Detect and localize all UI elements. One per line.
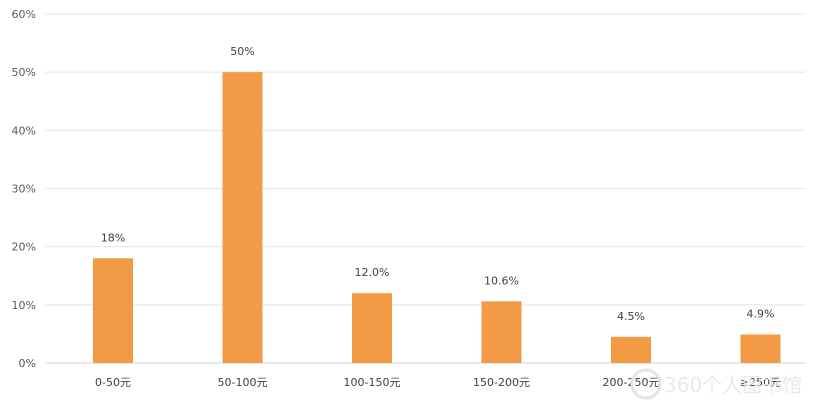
data-label: 4.9% (747, 307, 775, 320)
bar (352, 293, 392, 363)
data-label: 18% (101, 231, 125, 244)
watermark: 360个人图书馆 (630, 368, 802, 400)
y-axis-ticks: 0% 10% 20% 30% 40% 50% 60% (12, 8, 36, 370)
bar (740, 334, 781, 363)
bars (93, 72, 781, 364)
x-tick-label: 50-100元 (218, 376, 268, 389)
y-tick-label: 60% (12, 8, 36, 21)
y-tick-label: 0% (19, 357, 36, 370)
watermark-logo-icon (630, 368, 662, 400)
x-tick-label: 150-200元 (473, 376, 530, 389)
data-label: 12.0% (355, 266, 390, 279)
bar (222, 72, 263, 364)
y-tick-label: 10% (12, 299, 36, 312)
watermark-text: 360个人图书馆 (664, 373, 802, 397)
data-labels: 18% 50% 12.0% 10.6% 4.5% 4.9% (101, 45, 775, 323)
x-tick-label: 100-150元 (344, 376, 401, 389)
gridlines (45, 13, 805, 364)
bar (93, 258, 133, 363)
bar (611, 336, 651, 363)
x-tick-label: 0-50元 (95, 376, 131, 389)
y-tick-label: 30% (12, 183, 36, 196)
data-label: 4.5% (617, 310, 645, 323)
y-tick-label: 20% (12, 241, 36, 254)
y-tick-label: 50% (12, 66, 36, 79)
y-tick-label: 40% (12, 124, 36, 137)
bar (481, 301, 522, 363)
data-label: 10.6% (484, 274, 519, 287)
x-tick-label: ≥250元 (740, 376, 781, 389)
data-label: 50% (230, 45, 254, 58)
